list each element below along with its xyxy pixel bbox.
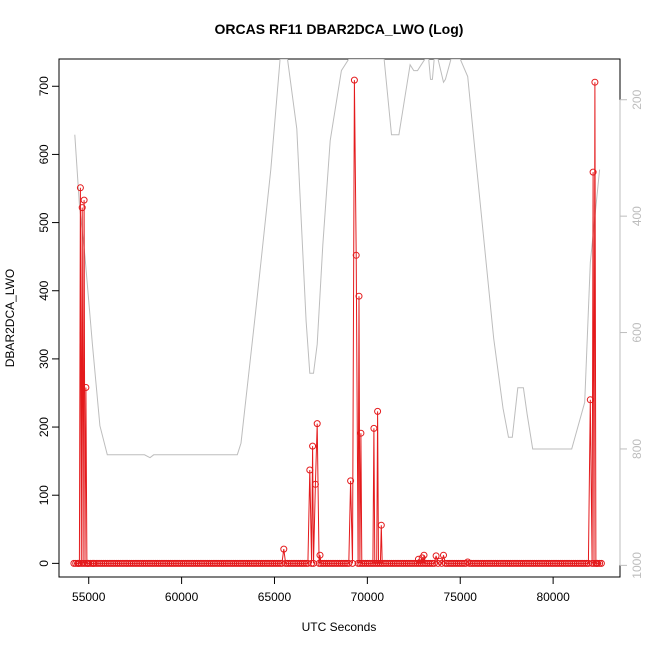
right-tick-label: 800 — [630, 439, 644, 459]
y-tick-label: 0 — [37, 560, 51, 567]
data-point — [589, 168, 597, 176]
right-tick-label: 600 — [630, 322, 644, 342]
data-point — [357, 429, 365, 437]
series-red-line — [70, 76, 605, 567]
data-point — [308, 559, 316, 567]
data-point — [440, 551, 447, 559]
data-point — [76, 184, 84, 192]
y-tick-label: 400 — [37, 280, 51, 300]
data-point — [78, 204, 86, 212]
data-point — [586, 396, 594, 404]
y-tick-label: 200 — [37, 417, 51, 437]
y-tick-label: 600 — [37, 144, 51, 164]
y-tick-label: 700 — [37, 76, 51, 96]
data-point — [306, 466, 314, 474]
right-tick-label: 200 — [630, 89, 644, 109]
data-point — [434, 559, 442, 567]
x-tick-label: 70000 — [351, 590, 385, 604]
data-point — [355, 292, 363, 300]
data-point — [350, 76, 358, 84]
data-point — [274, 559, 282, 567]
red-series-path — [73, 80, 602, 565]
gray-series-path — [74, 59, 601, 459]
y-tick-label: 500 — [37, 212, 51, 232]
x-tick-label: 55000 — [72, 590, 106, 604]
y-axis: 0 100 200 300 400 500 600 700 — [37, 76, 60, 567]
plot-frame — [58, 58, 621, 578]
data-point — [80, 196, 88, 204]
y-axis-label: DBAR2DCA_LWO — [3, 269, 17, 367]
y-tick-label: 100 — [37, 485, 51, 505]
data-point — [594, 559, 602, 567]
data-point — [427, 559, 434, 567]
x-axis: 55000 60000 65000 70000 75000 80000 — [72, 576, 570, 604]
data-point — [374, 407, 382, 415]
x-axis-label: UTC Seconds — [302, 620, 377, 634]
right-axis: 200 400 600 800 1000 — [619, 89, 644, 579]
data-point — [352, 251, 360, 259]
data-point — [591, 78, 599, 86]
x-tick-label: 75000 — [444, 590, 478, 604]
data-point — [300, 559, 308, 567]
data-point — [82, 384, 90, 391]
right-tick-label: 400 — [630, 206, 644, 226]
x-tick-label: 60000 — [165, 590, 199, 604]
data-point — [311, 480, 319, 488]
y-tick-label: 300 — [37, 349, 51, 369]
data-point — [432, 552, 440, 560]
right-tick-label: 1000 — [630, 552, 644, 579]
data-point — [420, 551, 428, 559]
x-tick-label: 65000 — [258, 590, 292, 604]
chart-title: ORCAS RF11 DBAR2DCA_LWO (Log) — [215, 21, 464, 37]
data-point — [345, 559, 353, 567]
data-point — [280, 545, 288, 553]
data-point — [581, 559, 589, 567]
x-tick-label: 80000 — [536, 590, 570, 604]
series-gray-line — [74, 59, 601, 459]
data-point — [597, 559, 605, 567]
data-point — [370, 424, 378, 432]
data-point — [313, 420, 321, 428]
data-point — [316, 551, 324, 559]
data-point — [347, 477, 355, 485]
data-point — [309, 442, 317, 450]
data-point — [377, 521, 385, 529]
